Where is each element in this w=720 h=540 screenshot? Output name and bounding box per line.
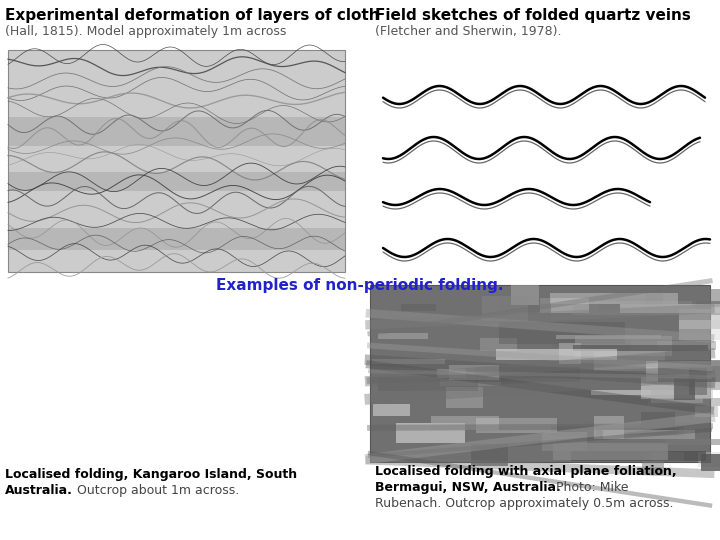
Bar — [541, 298, 590, 313]
Bar — [687, 289, 720, 315]
Bar — [556, 335, 661, 339]
Bar — [500, 296, 551, 321]
Bar — [475, 367, 580, 382]
Text: Localised folding, Kangaroo Island, South: Localised folding, Kangaroo Island, Sout… — [5, 468, 297, 481]
Bar — [652, 451, 684, 461]
Bar — [553, 443, 668, 461]
Bar — [674, 378, 696, 400]
Bar — [373, 404, 410, 416]
Bar — [679, 320, 720, 340]
Bar — [550, 293, 678, 305]
Bar — [378, 333, 428, 339]
Bar — [8, 50, 345, 272]
Bar — [541, 433, 587, 451]
Bar — [370, 285, 710, 462]
Bar — [573, 345, 708, 351]
Bar — [658, 360, 720, 382]
Bar — [598, 298, 659, 311]
Bar — [402, 304, 436, 311]
Bar — [449, 365, 499, 380]
Text: Rubenach. Outcrop approximately 0.5m across.: Rubenach. Outcrop approximately 0.5m acr… — [375, 497, 673, 510]
Text: Field sketches of folded quartz veins: Field sketches of folded quartz veins — [375, 8, 691, 23]
Bar — [679, 308, 720, 329]
Bar — [378, 378, 478, 392]
Bar — [472, 444, 508, 465]
Bar — [8, 172, 345, 191]
Bar — [641, 377, 713, 399]
Bar — [593, 350, 665, 370]
Bar — [641, 412, 675, 430]
Bar — [693, 301, 720, 307]
Bar — [372, 360, 444, 364]
Bar — [689, 368, 706, 395]
Bar — [572, 301, 696, 315]
Bar — [647, 361, 720, 381]
Bar — [652, 388, 703, 403]
Bar — [552, 341, 657, 348]
Bar — [644, 293, 662, 305]
Bar — [649, 397, 720, 406]
Bar — [701, 454, 720, 471]
Bar — [593, 416, 624, 439]
Text: Outcrop about 1m across.: Outcrop about 1m across. — [73, 484, 239, 497]
Bar — [480, 338, 517, 351]
Bar — [396, 423, 465, 443]
Bar — [642, 451, 664, 475]
Bar — [482, 295, 528, 321]
Bar — [591, 390, 698, 395]
Bar — [685, 366, 720, 390]
Text: Australia.: Australia. — [5, 484, 73, 497]
Bar — [559, 343, 581, 364]
Bar — [620, 304, 720, 313]
Bar — [436, 369, 466, 378]
Bar — [551, 426, 684, 436]
Bar — [698, 453, 720, 467]
Bar — [603, 430, 695, 438]
Bar — [511, 285, 539, 305]
Text: Photo: Mike: Photo: Mike — [548, 481, 629, 494]
Bar — [665, 440, 720, 445]
Bar — [8, 117, 345, 146]
Bar — [499, 321, 625, 344]
Bar — [446, 387, 483, 408]
Bar — [476, 418, 557, 433]
Bar — [575, 336, 672, 356]
Text: (Fletcher and Sherwin, 1978).: (Fletcher and Sherwin, 1978). — [375, 25, 562, 38]
Bar — [571, 451, 706, 461]
Bar — [496, 349, 618, 360]
Bar — [695, 406, 718, 416]
Text: Examples of non-periodic folding.: Examples of non-periodic folding. — [216, 278, 504, 293]
Bar — [440, 372, 501, 387]
Bar — [8, 227, 345, 250]
Text: Experimental deformation of layers of cloth: Experimental deformation of layers of cl… — [5, 8, 379, 23]
Bar — [631, 341, 716, 350]
Text: (Hall, 1815). Model approximately 1m across: (Hall, 1815). Model approximately 1m acr… — [5, 25, 287, 38]
Text: Localised folding with axial plane foliation,: Localised folding with axial plane folia… — [375, 465, 677, 478]
Text: Bermagui, NSW, Australia.: Bermagui, NSW, Australia. — [375, 481, 561, 494]
Bar — [596, 428, 678, 435]
Bar — [431, 416, 499, 429]
